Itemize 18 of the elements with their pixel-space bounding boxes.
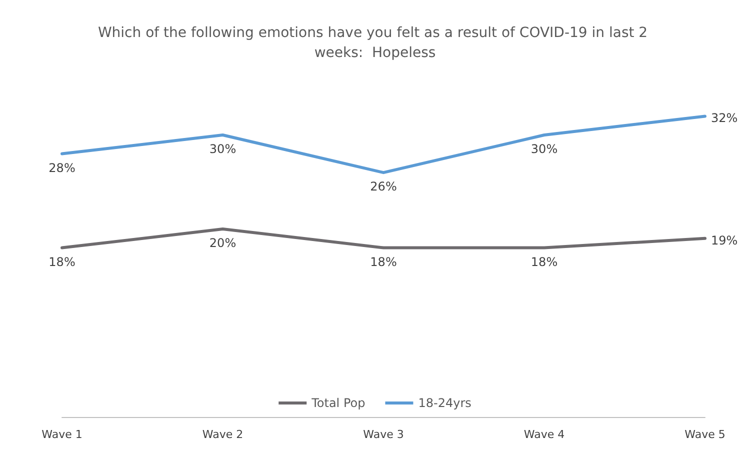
data-label: 30% (209, 142, 236, 156)
x-tick-label: Wave 1 (42, 428, 82, 441)
data-label: 18% (530, 254, 558, 269)
data-label: 18% (370, 254, 397, 269)
data-label: 26% (370, 180, 397, 194)
data-label: 19% (711, 233, 738, 248)
x-tick-label: Wave 3 (363, 428, 404, 441)
legend-label: 18-24yrs (418, 396, 472, 410)
data-label: 32% (711, 111, 738, 126)
x-tick-label: Wave 2 (202, 428, 244, 441)
data-label: 18% (48, 254, 76, 269)
legend-label: Total Pop (310, 396, 366, 410)
chart-title: Which of the following emotions have you felt as a result of COVID-19 in last 2 weeks: Hopeless (98, 25, 652, 61)
data-label: 20% (209, 236, 236, 250)
data-label: 28% (48, 160, 76, 175)
data-label: 30% (530, 142, 558, 156)
x-tick-label: Wave 4 (524, 428, 565, 441)
x-tick-label: Wave 5 (684, 428, 726, 441)
